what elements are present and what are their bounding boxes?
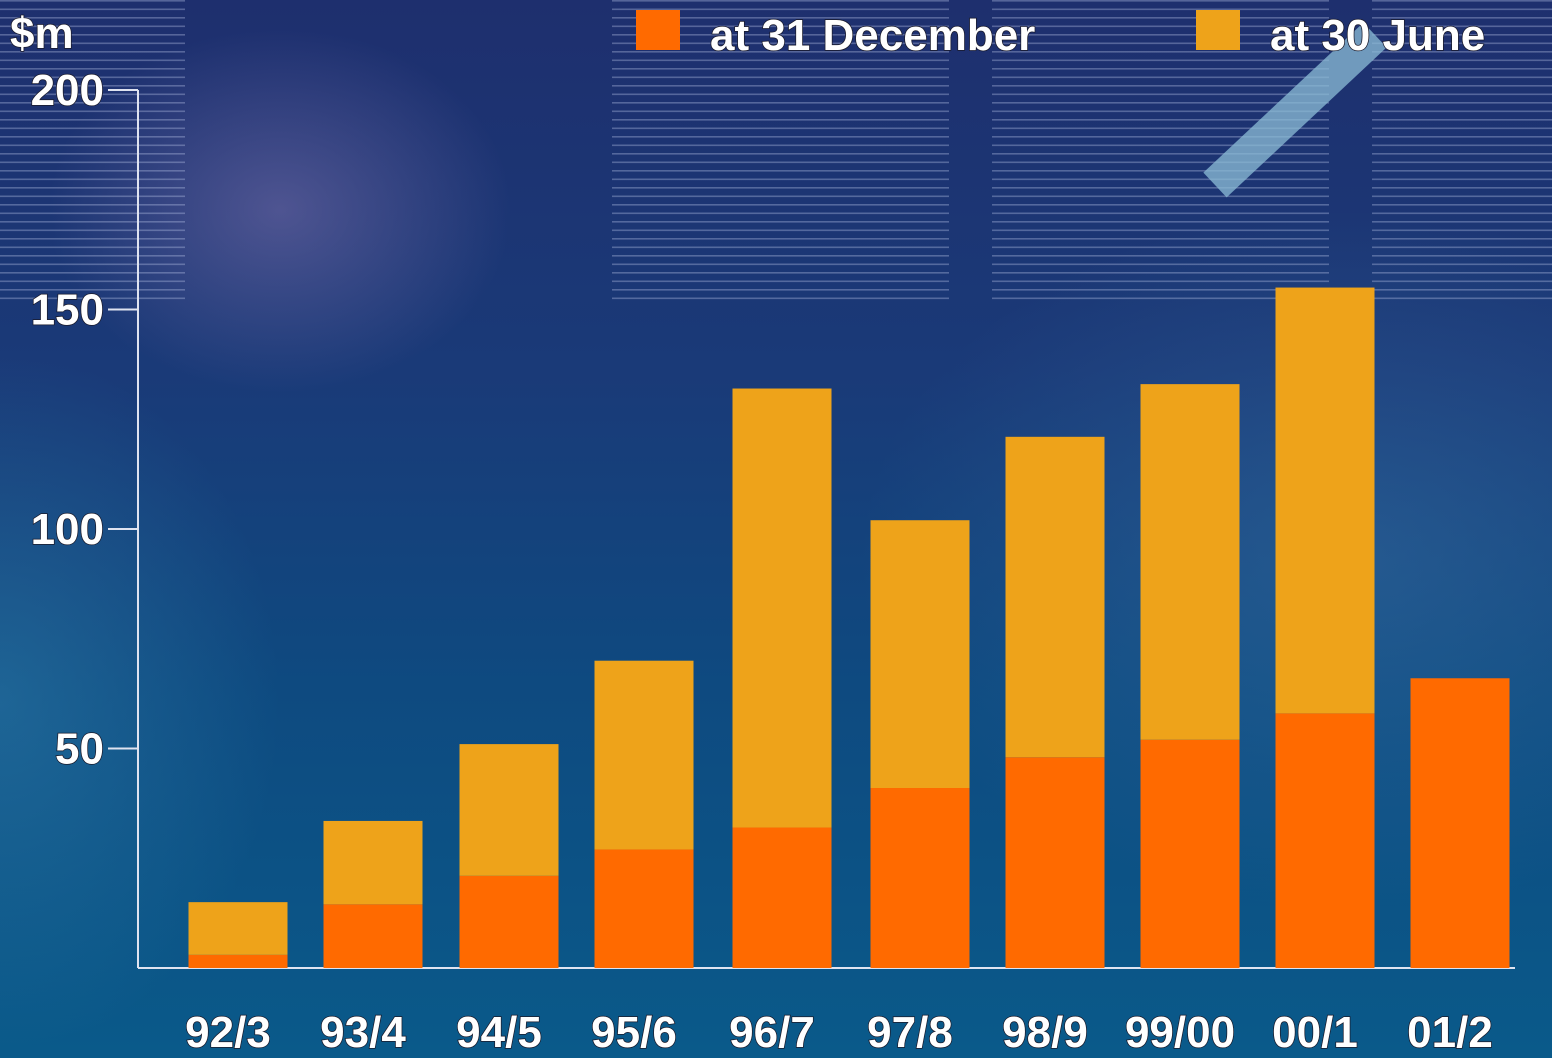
legend-swatch-december <box>636 10 680 50</box>
x-tick-label: 01/2 <box>1407 1008 1493 1057</box>
x-tick-label: 93/4 <box>320 1008 406 1057</box>
bar-december-94-5 <box>459 875 559 968</box>
bar-june-92-3 <box>188 902 288 955</box>
y-tick-label: 100 <box>31 505 104 554</box>
y-tick-label: 200 <box>31 66 104 115</box>
bar-december-01-2 <box>1410 678 1510 968</box>
legend-swatch-june <box>1196 10 1240 50</box>
y-tick-label: 150 <box>31 286 104 335</box>
background-decoration <box>0 0 1552 300</box>
legend-label-december: at 31 December <box>710 11 1035 60</box>
bar-june-97-8 <box>870 520 970 789</box>
y-tick-label: 50 <box>55 725 104 774</box>
y-ticks: 50 100 150 200 <box>30 65 138 774</box>
x-tick-label: 95/6 <box>591 1008 677 1057</box>
bar-december-92-3 <box>188 954 288 968</box>
bars <box>188 287 1510 968</box>
legend: at 31 December at 30 June <box>636 10 1486 61</box>
bar-june-93-4 <box>323 820 423 905</box>
bar-june-96-7 <box>732 388 832 828</box>
bar-december-96-7 <box>732 827 832 968</box>
legend-label-june: at 30 June <box>1270 11 1485 60</box>
x-tick-label: 00/1 <box>1272 1008 1358 1057</box>
x-tick-label: 99/00 <box>1125 1008 1235 1057</box>
bar-june-94-5 <box>459 744 559 876</box>
x-tick-label: 96/7 <box>729 1008 815 1057</box>
bar-december-95-6 <box>594 849 694 968</box>
bar-june-98-9 <box>1005 436 1105 758</box>
bar-june-95-6 <box>594 660 694 850</box>
x-tick-label: 94/5 <box>456 1008 542 1057</box>
x-tick-label: 92/3 <box>185 1008 271 1057</box>
bar-december-00-1 <box>1275 713 1375 968</box>
bar-december-99-00 <box>1140 739 1240 968</box>
y-axis-label: $m <box>10 9 74 58</box>
bar-june-99-00 <box>1140 384 1240 740</box>
x-ticks: 92/3 93/4 94/5 95/6 96/7 97/8 98/9 99/00 00/1 01/… <box>184 1007 1493 1058</box>
x-tick-label: 98/9 <box>1002 1008 1088 1057</box>
bar-december-98-9 <box>1005 757 1105 968</box>
x-tick-label: 97/8 <box>867 1008 953 1057</box>
bar-december-97-8 <box>870 788 970 968</box>
bar-june-00-1 <box>1275 287 1375 714</box>
bar-december-93-4 <box>323 904 423 968</box>
